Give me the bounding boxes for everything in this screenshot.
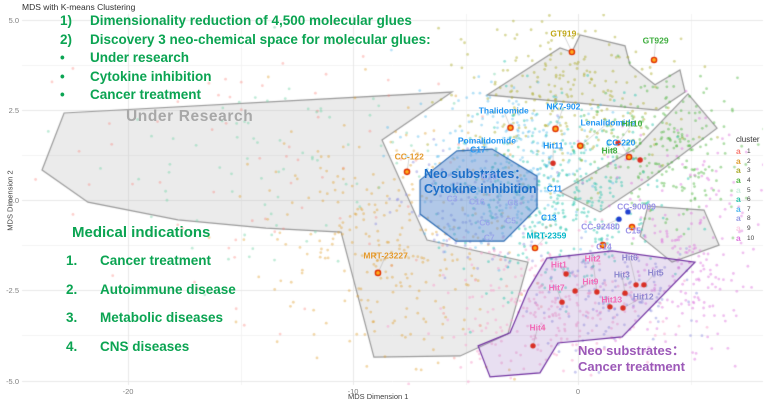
point-label: C3: [446, 193, 458, 204]
x-tick-label: -10: [347, 387, 359, 396]
point-label: C5: [505, 215, 516, 226]
y-tick-label: 0.0: [8, 196, 19, 205]
medical-item: 1. Cancer treatment: [66, 253, 212, 268]
note-line: • Cytokine inhibition: [60, 68, 212, 84]
point-label: Hit11: [543, 140, 564, 151]
point-label: Hit4: [529, 322, 546, 333]
legend-item-label: 4: [747, 177, 751, 185]
top-notes: 1) Dimensionality reduction of 4,500 mol…: [60, 12, 431, 105]
point-label: Hit7: [548, 282, 565, 293]
legend-glyph: a: [736, 146, 741, 157]
legend-item-label: 2: [747, 157, 751, 165]
legend-glyph: a: [736, 175, 741, 186]
medical-indications-title: Medical indications: [72, 224, 211, 241]
legend-glyph: a: [736, 213, 741, 224]
point-label: C6: [479, 217, 491, 228]
medical-item: 3. Metabolic diseases: [66, 310, 224, 325]
note-line: • Cancer treatment: [60, 87, 202, 102]
point-label: C8: [507, 197, 519, 208]
point-label: C7: [483, 232, 495, 243]
point-label: C15: [625, 225, 641, 236]
x-tick-label: -20: [122, 387, 134, 396]
legend-item: a 10: [736, 233, 760, 243]
y-tick-label: -5.0: [6, 376, 19, 386]
medical-item: 4. CNS diseases: [66, 338, 190, 354]
cancer-region-label: Neo substrates： Cancer treatment: [578, 343, 685, 374]
x-tick-label: 0: [575, 387, 581, 396]
legend-item-label: 10: [747, 234, 755, 242]
point-label: Hit12: [632, 291, 654, 302]
point-label: Thalidomide: [478, 105, 529, 116]
y-tick-label: 2.5: [8, 105, 19, 115]
point-label: C10: [481, 171, 497, 182]
legend-glyph: a: [736, 223, 741, 234]
point-label: CC-92480: [581, 221, 620, 232]
y-tick-label: -2.5: [6, 286, 19, 296]
point-label: C13: [540, 212, 557, 223]
cluster-legend: cluster a 1 a 2 a 3 a 4 a 5 a 6 a 7 a 8 a 9 a 10: [736, 135, 760, 243]
point-label: GT919: [550, 28, 577, 39]
note-line: 2) Discovery 3 neo-chemical space for mo…: [60, 31, 431, 47]
cytokine-region-label: Neo substrates： Cytokine inhibition: [424, 167, 537, 196]
legend-glyph: a: [736, 232, 741, 243]
point-label: Hit1: [550, 259, 567, 270]
point-label: Hit5: [647, 267, 664, 278]
legend-item-label: 8: [747, 215, 751, 223]
point-label: NK7-902: [546, 101, 581, 112]
legend-glyph: a: [736, 194, 741, 205]
legend-item-label: 1: [747, 148, 751, 156]
point-label: Hit3: [613, 269, 630, 280]
point-label: Hit8: [601, 145, 618, 156]
point-label: CC-90009: [617, 201, 656, 212]
chart-title: MDS with K-means Clustering: [22, 2, 136, 12]
point-label: Lenalidomide: [580, 117, 636, 128]
point-label: MRT-23227: [363, 250, 408, 261]
legend-item-label: 5: [747, 186, 751, 194]
legend-item-label: 9: [747, 225, 751, 233]
note-line: 1) Dimensionality reduction of 4,500 mol…: [60, 13, 412, 28]
legend-glyph: a: [736, 203, 741, 214]
legend-item-label: 7: [747, 205, 751, 213]
legend-items: a 1 a 2 a 3 a 4 a 5 a 6 a 7 a 8 a 9 a 10: [736, 147, 760, 243]
legend-glyph: a: [736, 184, 741, 195]
point-label: C17: [470, 144, 486, 155]
legend-item-label: 6: [747, 196, 751, 204]
legend-item-label: 3: [747, 167, 751, 175]
legend-glyph: a: [736, 165, 741, 176]
point-label: C14: [596, 241, 612, 252]
x-axis-title: MDS Dimension 1: [348, 392, 409, 401]
point-label: GT929: [642, 35, 669, 46]
medical-indications: Medical indications 1. Cancer treatment …: [66, 224, 236, 367]
point-label: Pomalidomide: [457, 135, 516, 146]
point-label: C16: [468, 196, 485, 207]
point-label: Hit9: [582, 276, 599, 287]
under-research-label: Under Research: [126, 108, 254, 125]
point-label: MRT-2359: [526, 230, 567, 241]
legend-title: cluster: [736, 135, 760, 144]
point-label: C11: [546, 183, 562, 194]
point-label: Hit10: [621, 118, 643, 129]
note-line: • Under research: [60, 50, 190, 65]
y-tick-label: 5.0: [8, 15, 19, 25]
medical-item: 2. Autoimmune disease: [66, 281, 236, 297]
point-label: Hit13: [601, 294, 623, 305]
point-label: CC-220: [606, 137, 636, 148]
point-label: CC-122: [394, 151, 424, 162]
point-label: Hit6: [621, 252, 638, 263]
legend-glyph: a: [736, 155, 741, 166]
point-label: Hit2: [584, 253, 601, 264]
